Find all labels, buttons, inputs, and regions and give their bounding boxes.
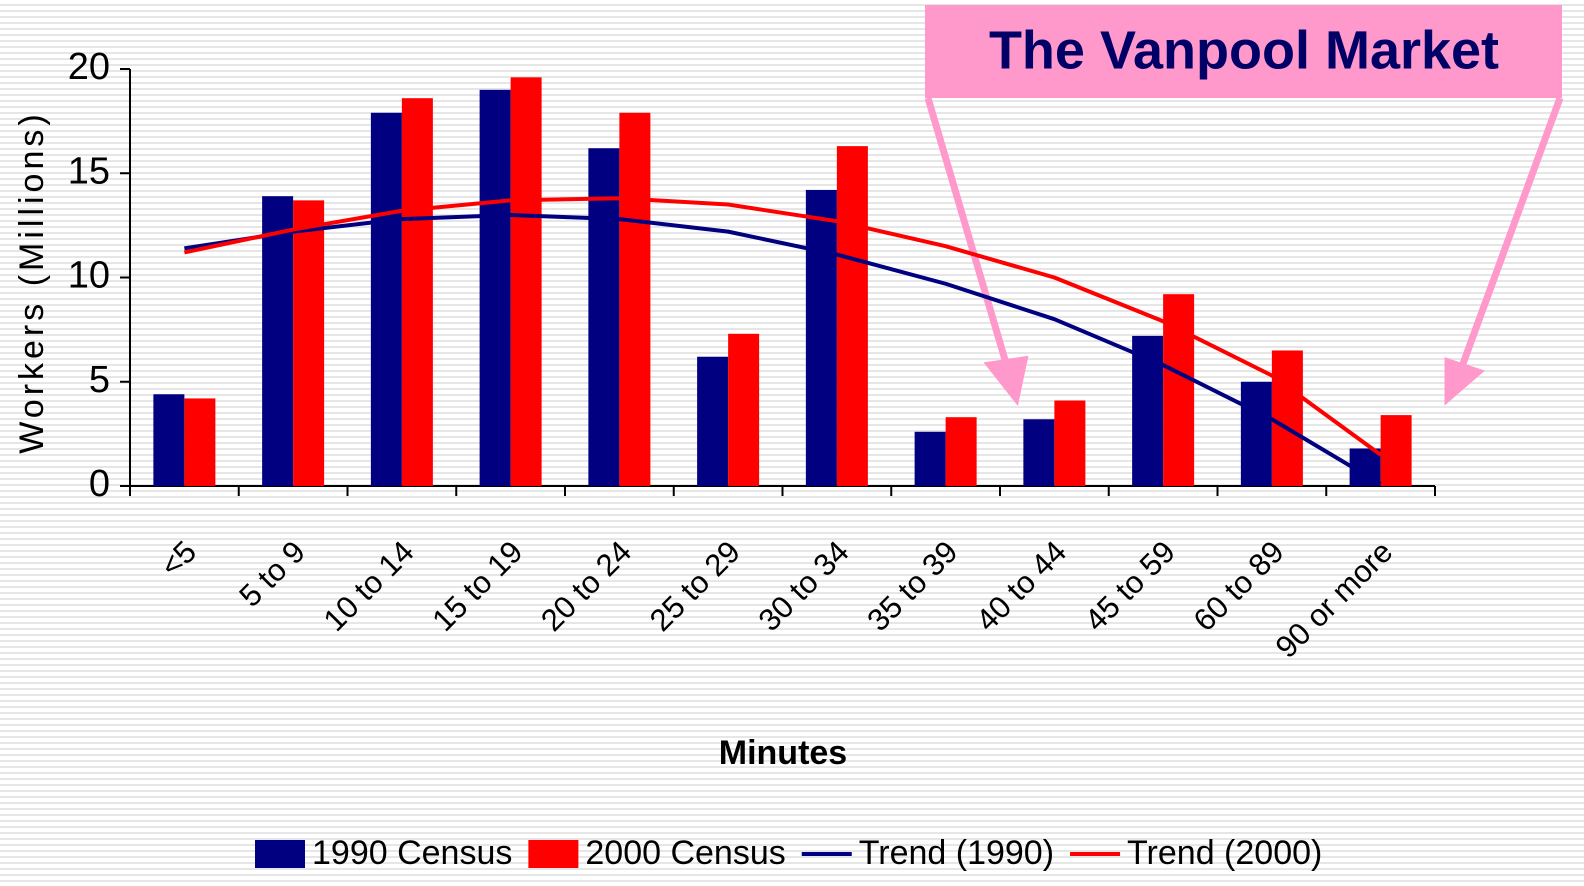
x-axis-label: Minutes [719, 734, 847, 772]
x-tick-label: 25 to 29 [643, 534, 747, 638]
bar [401, 98, 433, 486]
x-tick-label: 35 to 39 [860, 534, 964, 638]
x-tick-label: 10 to 14 [317, 534, 421, 638]
annotation-arrows [924, 96, 1564, 407]
arrow [1456, 96, 1564, 374]
bar [479, 89, 511, 486]
title-box [925, 5, 1562, 98]
legend-label: Trend (1990) [859, 834, 1054, 872]
bar [153, 394, 185, 486]
legend-label: 1990 Census [312, 834, 512, 872]
x-tick-label: 20 to 24 [534, 534, 638, 638]
bar [836, 146, 868, 486]
bar [728, 333, 760, 486]
legend-swatch [528, 840, 579, 868]
x-tick-label: 5 to 9 [232, 534, 312, 614]
bar [293, 200, 325, 487]
trend-line [184, 212, 1382, 486]
y-tick-label: 10 [68, 255, 110, 297]
bar [262, 196, 294, 486]
bar [184, 398, 216, 486]
bar [1163, 294, 1195, 486]
x-tick-label: 15 to 19 [425, 534, 529, 638]
y-tick-label: 15 [68, 150, 110, 192]
bar [697, 356, 729, 486]
chart-title: The Vanpool Market [989, 20, 1499, 80]
arrowhead [983, 355, 1029, 407]
legend-label: Trend (2000) [1127, 834, 1322, 872]
x-tick-label: 45 to 59 [1078, 534, 1182, 638]
bar [1271, 350, 1303, 486]
trend-line [183, 196, 1382, 457]
x-tick-label: 30 to 34 [752, 534, 856, 638]
x-tick-label: 40 to 44 [969, 534, 1073, 638]
bar [510, 77, 542, 486]
legend-label: 2000 Census [585, 834, 785, 872]
bar [588, 148, 620, 487]
bar [370, 112, 402, 486]
x-tick-label: 90 or more [1269, 534, 1400, 665]
bar [619, 112, 651, 486]
x-tick-label: <5 [153, 534, 203, 584]
y-tick-label: 0 [89, 463, 110, 505]
bar [805, 189, 837, 486]
arrow [924, 97, 1012, 371]
y-tick-label: 20 [68, 46, 110, 88]
y-tick-label: 5 [89, 359, 110, 401]
y-axis-label: Workers (Millions) [13, 110, 51, 453]
legend-swatch [255, 840, 305, 868]
bar [1380, 415, 1412, 486]
x-tick-label: 60 to 89 [1187, 534, 1291, 638]
bar [914, 431, 946, 486]
bar [1023, 419, 1055, 486]
bar [1240, 381, 1272, 486]
arrowhead [1444, 357, 1485, 406]
bar [1054, 400, 1086, 486]
bar [945, 417, 977, 486]
